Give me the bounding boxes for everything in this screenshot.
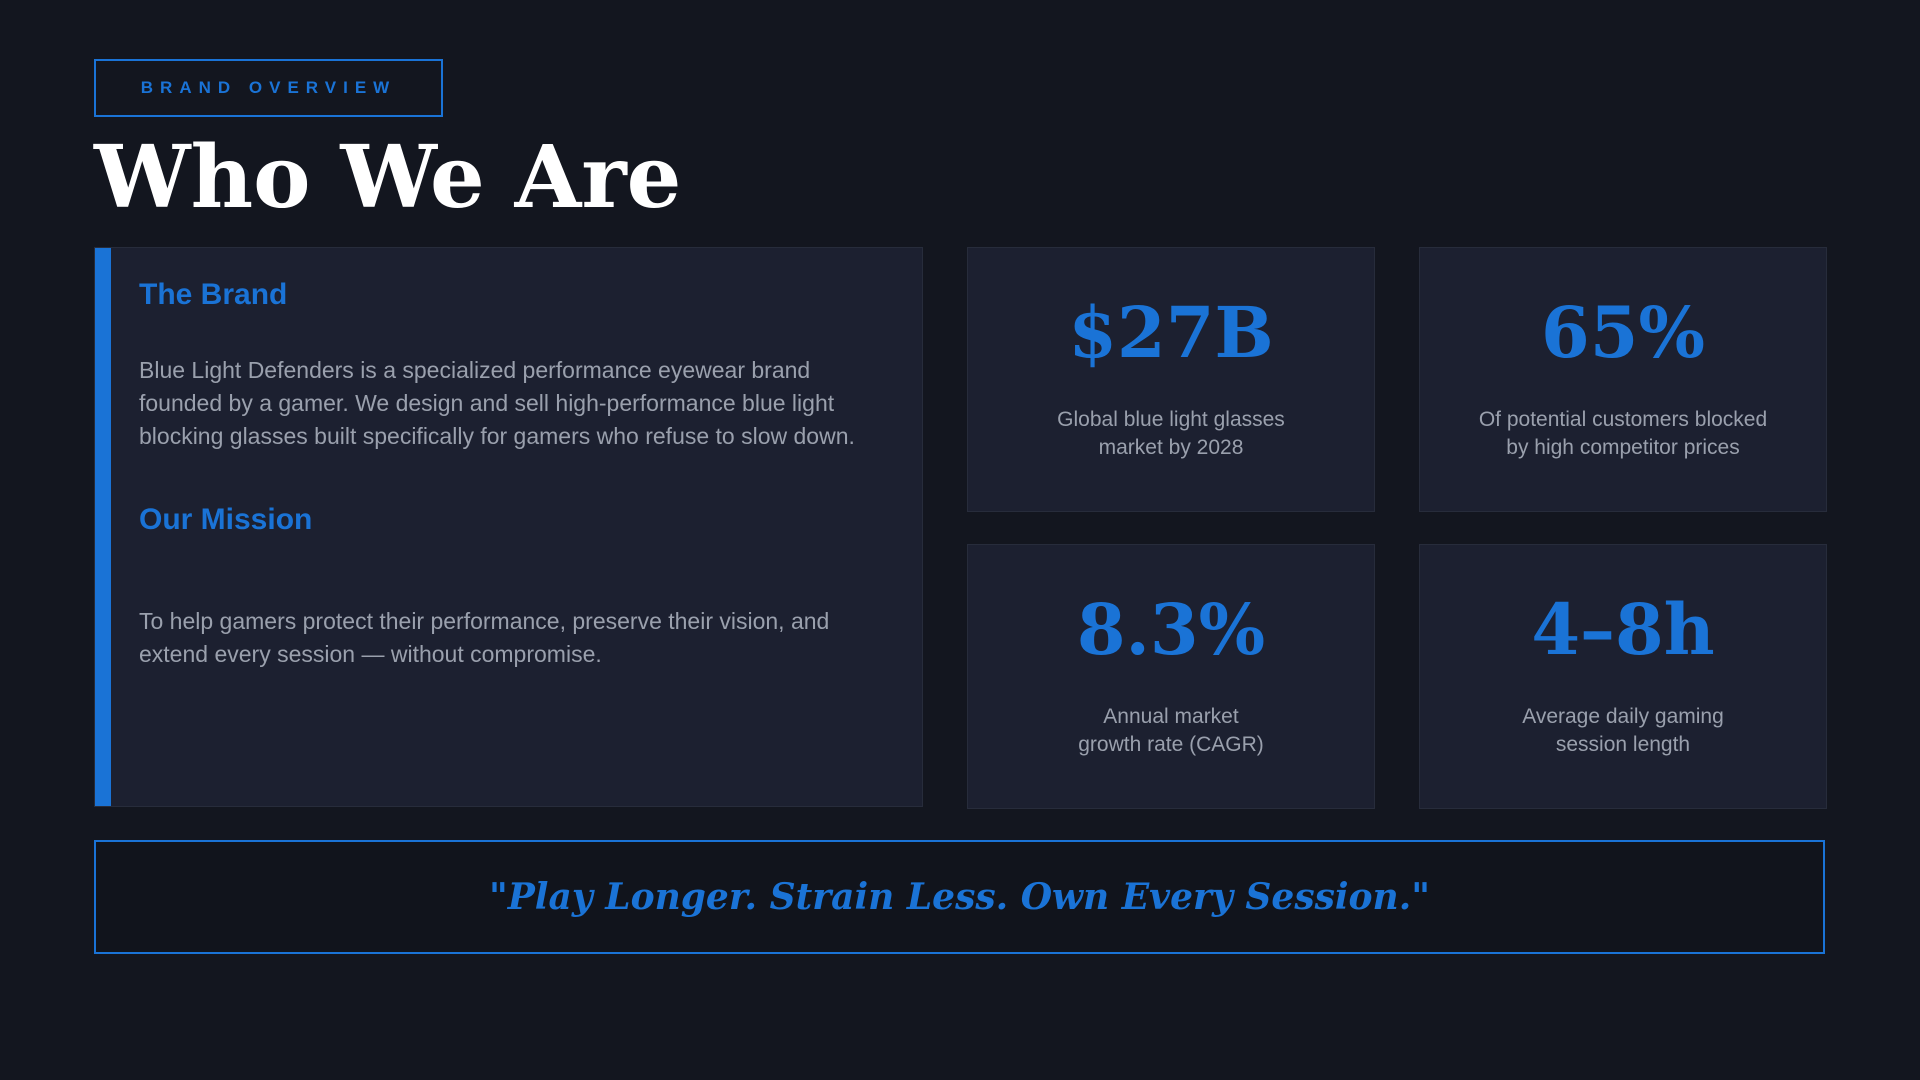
stat-card: 4–8h Average daily gaming session length [1419,544,1827,809]
stat-card: 65% Of potential customers blocked by high… [1419,247,1827,512]
tagline: "Play Longer. Strain Less. Own Every Ses… [94,840,1825,954]
mission-heading: Our Mission [139,503,313,536]
stat-label: Global blue light glasses market by 2028 [968,406,1374,462]
stat-label-line: by high competitor prices [1506,436,1740,459]
mission-text: To help gamers protect their performance… [139,608,830,667]
stat-label-line: Annual market [1103,705,1239,728]
stat-value: 4–8h [1531,588,1715,671]
stat-card: 8.3% Annual market growth rate (CAGR) [967,544,1375,809]
section-tag: BRAND OVERVIEW [94,59,443,117]
stat-label-line: Global blue light glasses [1057,408,1285,431]
stat-label: Average daily gaming session length [1420,703,1826,759]
stat-label-line: Average daily gaming [1522,705,1724,728]
brand-text: Blue Light Defenders is a specialized pe… [139,357,855,449]
stat-label: Annual market growth rate (CAGR) [968,703,1374,759]
brand-heading: The Brand [139,278,288,311]
stat-label-line: Of potential customers blocked [1478,408,1768,431]
accent-bar [95,248,111,806]
stat-label-line: growth rate (CAGR) [1078,733,1264,756]
page-title: Who We Are [94,127,682,228]
stat-label-line: market by 2028 [1098,436,1244,459]
stat-label: Of potential customers blocked by high co… [1420,406,1826,462]
stat-value: 8.3% [1076,588,1266,671]
stat-value: 65% [1541,291,1705,374]
about-panel: The Brand Blue Light Defenders is a spec… [94,247,923,807]
stat-label-line: session length [1555,733,1691,756]
stat-value: $27B [1068,291,1274,374]
stat-card: $27B Global blue light glasses market by 2… [967,247,1375,512]
